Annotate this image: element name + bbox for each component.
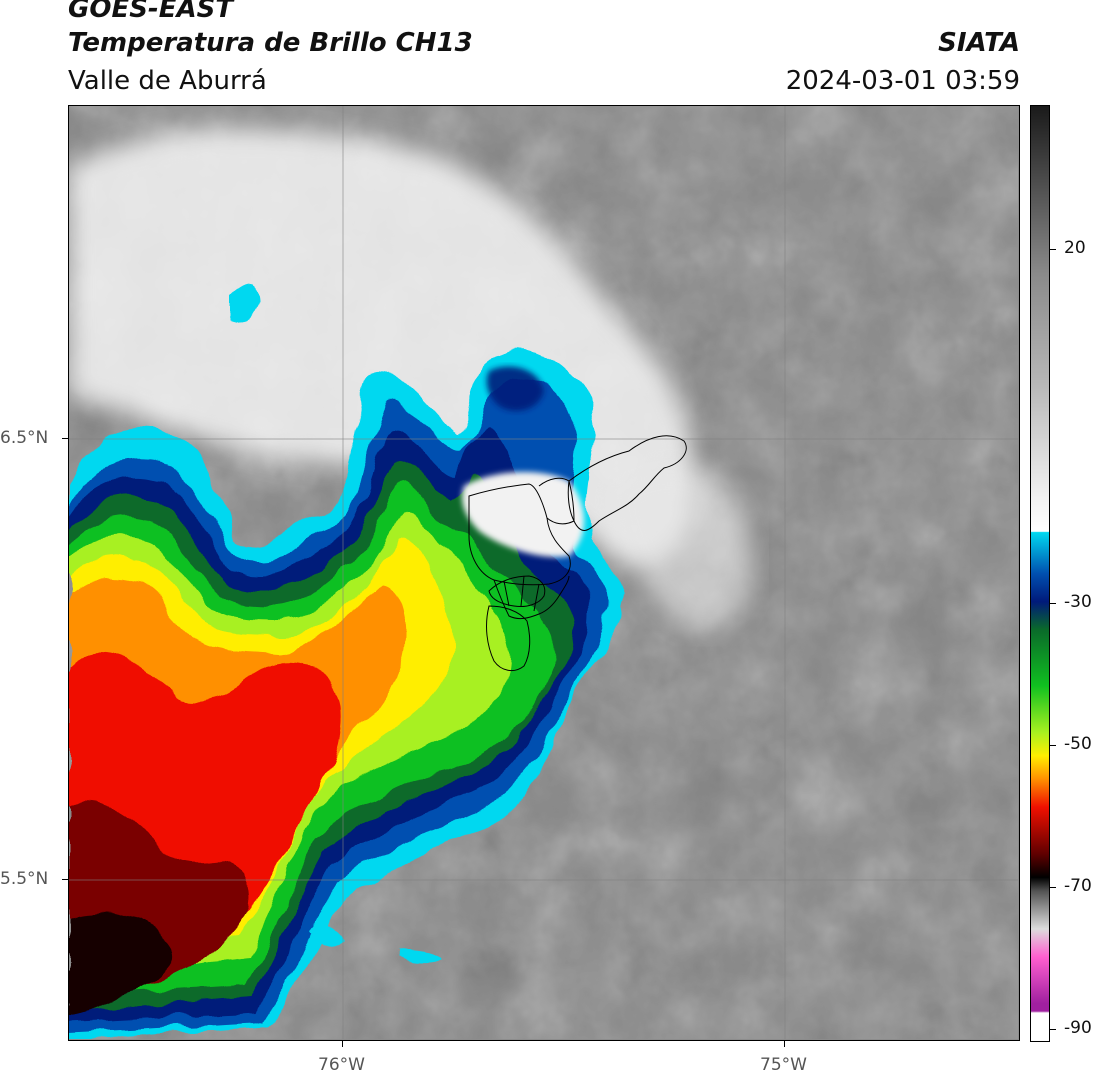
datetime-label: 2024-03-01 03:59 [785, 66, 1020, 96]
colorbar-label-20: 20 [1064, 238, 1086, 258]
organization-label: SIATA [938, 28, 1020, 58]
product-title: Temperatura de Brillo CH13 [68, 28, 473, 58]
colorbar-label-minus70: -70 [1064, 876, 1092, 896]
colorbar-label-minus30: -30 [1064, 592, 1092, 612]
cyan-cell-nw [229, 283, 259, 321]
colorbar-label-minus90: -90 [1064, 1018, 1092, 1038]
region-subtitle: Valle de Aburrá [68, 66, 267, 96]
colorbar-tick-minus50 [1050, 745, 1056, 746]
brightness-temperature-field [69, 106, 1018, 1039]
cyan-cell-sw [309, 925, 344, 947]
colorbar-tick-minus30 [1050, 603, 1056, 604]
gridlines [69, 106, 1018, 1039]
colorbar-tick-20 [1050, 249, 1056, 250]
colorbar-tick-minus70 [1050, 887, 1056, 888]
colorbar-label-minus50: -50 [1064, 734, 1092, 754]
lon-tick-76 [342, 1041, 343, 1047]
colorbar-tick-minus90 [1050, 1029, 1056, 1030]
cyan-cell-s [399, 947, 444, 962]
lat-tick-6-5 [62, 438, 68, 439]
aburra-valley-boundaries [468, 435, 687, 672]
lat-label-5-5: 5.5°N [0, 869, 49, 889]
satellite-title: GOES-EAST [68, 0, 234, 24]
lat-label-6-5: 6.5°N [0, 428, 49, 448]
lon-tick-75 [784, 1041, 785, 1047]
lon-label-76: 76°W [318, 1055, 365, 1075]
bright-cloud-east [609, 465, 755, 630]
cold-core-north [486, 366, 544, 411]
lon-label-75: 75°W [760, 1055, 807, 1075]
temperature-colorbar [1030, 105, 1050, 1042]
contour-black [69, 910, 173, 1016]
satellite-map [68, 105, 1020, 1041]
cloud-gap-white [462, 471, 584, 557]
lat-tick-5-5 [62, 879, 68, 880]
